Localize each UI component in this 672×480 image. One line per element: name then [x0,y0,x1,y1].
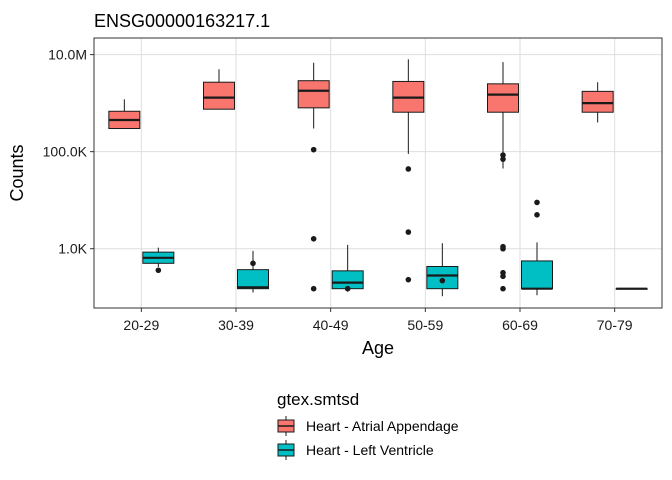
y-tick-label: 10.0M [48,47,87,63]
outlier-point [405,276,412,283]
legend-label: Heart - Atrial Appendage [306,418,459,434]
box-iqr [426,265,459,290]
outlier-point [310,285,317,292]
box-heart-atrial-appendage-40-49 [297,62,330,292]
legend-label: Heart - Left Ventricle [306,442,434,458]
box-iqr [521,260,553,290]
box-iqr [237,269,269,290]
legend: gtex.smtsd Heart - Atrial Appendage Heart… [277,390,459,460]
box-iqr [203,81,235,110]
box-heart-atrial-appendage-70-79 [581,82,614,123]
x-tick-label: 20-29 [123,317,159,333]
outlier-point [310,236,317,242]
outlier-point [534,211,540,218]
outlier-point [534,199,540,206]
x-tick-label: 70-79 [597,317,633,333]
x-tick-label: 50-59 [407,317,443,333]
plot-panel-background [94,38,662,308]
box-heart-atrial-appendage-60-69 [487,62,519,292]
outlier-point [310,146,317,153]
outlier-point [500,152,506,158]
box-iqr [297,80,330,109]
box-heart-atrial-appendage-30-39 [203,69,235,110]
y-tick-label: 100.0K [43,144,88,160]
box-iqr [581,90,614,113]
x-tick-label: 60-69 [502,317,538,333]
outlier-point [405,166,412,172]
outlier-point [439,277,446,284]
box-iqr [487,83,519,113]
legend-title: gtex.smtsd [277,390,359,409]
legend-item: Heart - Atrial Appendage [277,416,459,436]
x-tick-label: 40-49 [313,317,349,333]
outlier-point [405,229,412,235]
outlier-point [344,285,351,292]
x-axis: 20-29 30-39 40-49 50-59 60-69 70-79 [123,308,633,333]
outlier-point [500,156,506,162]
box-heart-left-ventricle-60-69 [521,199,553,296]
box-heart-left-ventricle-70-79 [615,287,648,290]
box-layer [108,59,648,297]
outlier-point [155,267,162,274]
outlier-point [500,245,506,252]
box-heart-atrial-appendage-20-29 [108,99,141,130]
box-heart-left-ventricle-50-59 [426,243,459,297]
box-heart-left-ventricle-30-39 [237,250,269,293]
outlier-point [500,285,506,292]
y-axis-label: Counts [7,144,27,201]
box-heart-left-ventricle-40-49 [331,244,364,292]
x-tick-label: 30-39 [218,317,254,333]
grid-layer [94,38,662,308]
outlier-point [500,273,506,280]
legend-item: Heart - Left Ventricle [277,440,434,460]
outlier-point [250,260,256,267]
y-tick-label: 1.0K [58,241,87,257]
box-heart-left-ventricle-20-29 [142,247,175,274]
y-axis: 1.0K 100.0K 10.0M [43,47,94,257]
box-heart-atrial-appendage-50-59 [392,59,425,283]
x-axis-label: Age [362,338,394,358]
chart-title: ENSG00000163217.1 [94,11,270,31]
plot-panel-border [93,37,663,309]
